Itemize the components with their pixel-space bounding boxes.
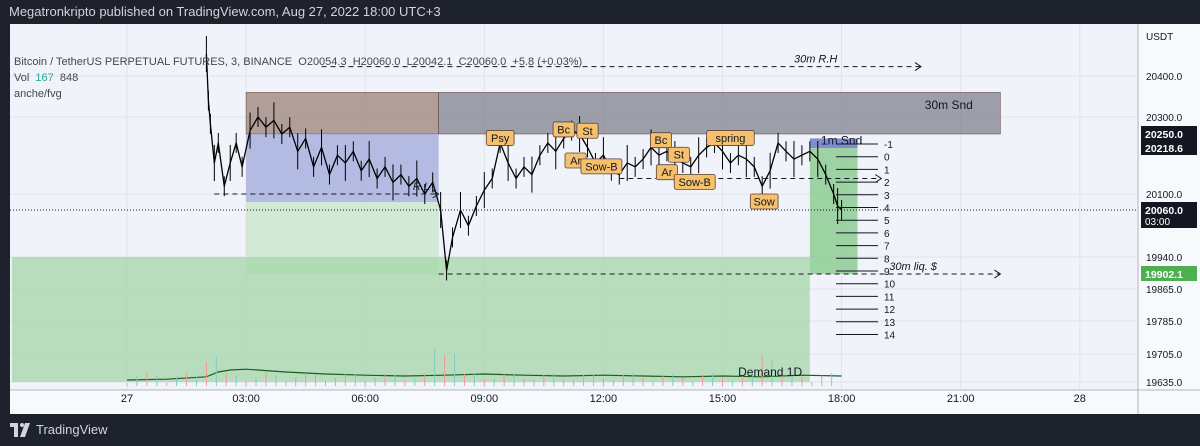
dashed-line-arrow (875, 174, 883, 183)
brand-name: TradingView (36, 422, 108, 437)
tradingview-logo-icon (10, 422, 30, 437)
y-tick-label: 19940.0 (1146, 253, 1183, 264)
wyckoff-label-box (673, 173, 716, 190)
dashed-line-arrow (432, 189, 440, 199)
fib-level-label: 9 (884, 267, 890, 278)
fib-level-label: 1 (884, 165, 890, 176)
wyckoff-label-text: Ar (570, 156, 581, 168)
y-tick-label: 20300.0 (1146, 113, 1183, 124)
y-tick-label: 19785.0 (1146, 317, 1183, 328)
dashed-line-label: 30m liq. $ (889, 261, 938, 273)
fib-level-label: -1 (884, 140, 893, 151)
left-margin (0, 24, 10, 414)
wyckoff-label-box (580, 158, 623, 175)
price-marker (1141, 126, 1197, 141)
price-marker-label: 19902.1 (1145, 269, 1183, 281)
x-tick-label: 27 (121, 393, 133, 405)
x-tick-label: 28 (1074, 393, 1086, 405)
fib-level-label: 4 (884, 204, 890, 215)
x-tick-label: 03:00 (232, 393, 260, 405)
x-tick-label: 15:00 (709, 393, 737, 405)
fib-level-label: 8 (884, 254, 890, 265)
y-tick-label: 19635.0 (1146, 378, 1183, 389)
axis-currency-label: USDT (1146, 32, 1173, 43)
fib-level-label: 3 (884, 191, 890, 202)
wyckoff-label-text: Sow-B (679, 177, 711, 189)
price-marker (1141, 266, 1197, 281)
fib-level-label: 12 (884, 305, 896, 316)
y-tick-label: 19865.0 (1146, 285, 1183, 296)
price-marker-label: 20218.6 (1145, 143, 1183, 155)
x-tick-label: 09:00 (471, 393, 499, 405)
wyckoff-label-text: St (582, 126, 592, 138)
zone-fvg-blue-right (809, 138, 858, 149)
fib-level-label: 11 (884, 292, 895, 303)
zone-demand-1d (11, 257, 810, 382)
wyckoff-label-text: St (674, 150, 684, 162)
dashed-line-label: 30m R.H (794, 54, 837, 66)
fib-level-label: 14 (884, 331, 896, 342)
price-marker-label: 20060.0 (1145, 205, 1183, 217)
zone-label: Demand 1D (738, 365, 802, 379)
x-tick-label: 12:00 (590, 393, 618, 405)
x-tick-label: 21:00 (947, 393, 975, 405)
fib-level-label: 5 (884, 216, 890, 227)
wyckoff-label-text: Bc (557, 124, 570, 136)
price-marker-label: 20250.0 (1145, 129, 1183, 141)
time-axis-background (10, 390, 1200, 414)
wyckoff-label-box (649, 132, 672, 149)
dashed-line-arrow (994, 269, 1002, 279)
wyckoff-label-box (655, 164, 678, 181)
price-marker (1141, 140, 1197, 155)
fib-level-label: 0 (884, 153, 890, 164)
wyckoff-label-text: Bc (655, 135, 668, 147)
price-marker-countdown: 03:00 (1145, 217, 1170, 228)
fib-level-label: 10 (884, 280, 896, 291)
wyckoff-label-text: Ar (661, 167, 672, 179)
y-tick-label: 20400.0 (1146, 72, 1183, 83)
zone-label: 1m Snd (821, 134, 862, 148)
wyckoff-label-text: Sow (753, 197, 774, 209)
fib-level-label: 2 (884, 178, 890, 189)
x-tick-label: 06:00 (351, 393, 379, 405)
price-marker (1141, 202, 1197, 228)
x-tick-label: 18:00 (828, 393, 856, 405)
footer-bar: TradingView (0, 414, 1200, 446)
wyckoff-label-text: Sow-B (585, 161, 617, 173)
zone-label: 30m Snd (925, 98, 973, 112)
wyckoff-label-box (706, 130, 755, 146)
wyckoff-label-box (749, 193, 779, 210)
wyckoff-label-box (485, 130, 515, 146)
wyckoff-label-text: spring (715, 133, 745, 145)
wyckoff-label-box (552, 121, 575, 138)
wyckoff-label-box (667, 146, 690, 163)
wyckoff-label-text: Psy (491, 133, 510, 145)
zone-demand-green-right (809, 148, 858, 275)
zone-fvg-blue (246, 134, 439, 202)
y-tick-label: 20100.0 (1146, 190, 1183, 201)
zone-supply-brown (245, 92, 439, 135)
price-line (205, 53, 843, 272)
dashed-line-arrow (914, 62, 922, 71)
fib-level-label: 6 (884, 229, 890, 240)
dashed-line-label: R.L (413, 181, 430, 193)
y-tick-label: 19705.0 (1146, 350, 1183, 361)
published-header: Megatronkripto published on TradingView.… (0, 0, 1200, 24)
fib-level-label: 13 (884, 318, 896, 329)
chart-area[interactable]: 30m R.H R.L 30m liq. $ -1 0 1 2 3 4 5 6 7 8 9 10 11 12 13… (0, 24, 1200, 414)
publish-info: Megatronkripto published on TradingView.… (9, 4, 441, 19)
zone-supply-30m (438, 92, 1001, 135)
tradingview-brand[interactable]: TradingView (10, 422, 108, 437)
fib-level-label: 7 (884, 242, 890, 253)
wyckoff-label-box (576, 122, 599, 139)
